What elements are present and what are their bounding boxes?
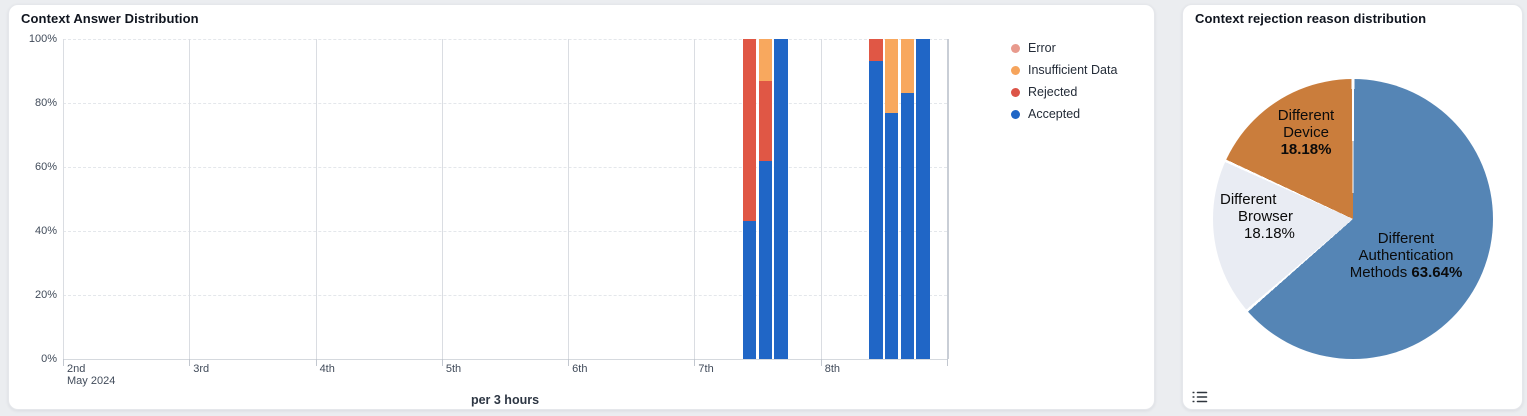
chart-legend: Error Insufficient Data Rejected Accepted [1011,41,1117,129]
pie-label-percent: 18.18% [1280,141,1332,158]
legend-item-accepted[interactable]: Accepted [1011,107,1117,121]
legend-item-error[interactable]: Error [1011,41,1117,55]
panel-context-rejection-reason: Context rejection reason distribution Di… [1182,4,1523,410]
grid-line-horizontal [63,295,947,296]
bar-segment-accepted[interactable] [742,221,757,359]
bar-segment-accepted[interactable] [774,39,788,359]
pie-label-different-auth: Different Authentication Methods 63.64% [1331,230,1481,281]
x-axis-tick [189,359,191,366]
x-axis-tick [441,359,443,366]
y-tick-label: 80% [34,97,57,109]
y-tick-label: 60% [34,161,57,173]
bar-segment-rejected[interactable] [742,39,757,222]
legend-item-insufficient-data[interactable]: Insufficient Data [1011,63,1117,77]
pie-label-text: Different [1377,230,1435,247]
x-axis-tick [820,359,822,366]
x-axis-tick [568,359,570,366]
legend-label: Accepted [1028,107,1081,121]
stacked-bar-plot-area [63,39,949,360]
pie-label-different-browser-percent: 18.18% [1244,225,1295,242]
stacked-bar[interactable] [758,39,773,359]
legend-label: Rejected [1028,85,1078,99]
legend-dot [1011,109,1020,119]
grid-line-vertical [441,39,443,359]
x-axis-tick [63,359,64,366]
pie-label-percent: 63.64% [1411,264,1463,281]
grid-line-horizontal [63,231,947,232]
x-tick-label: 3rd [193,363,210,375]
grid-line-horizontal [63,103,947,104]
bar-chart-title: Context Answer Distribution [21,11,199,26]
grid-line-vertical [189,39,191,359]
y-tick-label: 0% [41,353,57,365]
grid-line-vertical [315,39,317,359]
bar-segment-accepted[interactable] [900,93,915,359]
y-tick-label: 20% [34,289,57,301]
grid-line-horizontal [63,359,947,360]
stacked-bar[interactable] [884,39,899,359]
legend-item-rejected[interactable]: Rejected [1011,85,1117,99]
pie-chart[interactable] [1213,79,1493,359]
pie-chart-title: Context rejection reason distribution [1195,11,1427,26]
bar-segment-insufficient-data[interactable] [758,39,773,81]
y-tick-label: 40% [34,225,57,237]
bar-segment-accepted[interactable] [916,39,930,359]
panel-context-answer-distribution: Context Answer Distribution per 3 hours … [8,4,1155,410]
x-axis-month-label: May 2024 [67,375,116,387]
pie-label-text: Device [1283,124,1329,141]
bar-segment-accepted[interactable] [884,112,899,359]
x-tick-label: 4th [319,363,335,375]
grid-line-vertical [568,39,570,359]
grid-line-horizontal [63,39,947,40]
x-axis-title: per 3 hours [470,393,540,407]
legend-list-icon[interactable] [1191,389,1209,405]
bar-segment-accepted[interactable] [869,61,883,359]
bar-segment-rejected[interactable] [869,39,883,62]
pie-label-different-browser-line2: Browser [1238,208,1294,225]
x-axis-tick [315,359,317,366]
legend-label: Error [1028,41,1056,55]
grid-line-vertical [820,39,822,359]
x-axis-tick [694,359,696,366]
stacked-bar[interactable] [869,39,883,359]
bar-segment-accepted[interactable] [758,160,773,359]
legend-dot [1011,87,1020,97]
legend-label: Insufficient Data [1028,63,1118,77]
stacked-bar[interactable] [900,39,915,359]
pie-label-text: Methods [1349,264,1408,281]
x-tick-label: 6th [572,363,588,375]
bar-segment-insufficient-data[interactable] [900,39,915,94]
stacked-bar[interactable] [774,39,788,359]
x-tick-label: 2nd [67,363,86,375]
grid-line-vertical [947,39,949,359]
pie-label-different-browser-line1: Different [1220,191,1277,208]
x-tick-label: 5th [445,363,462,375]
y-tick-label: 100% [28,33,57,45]
list-icon [1192,391,1208,403]
stacked-bar[interactable] [916,39,930,359]
bar-segment-rejected[interactable] [758,80,773,161]
x-axis-tick [947,359,948,366]
x-tick-label: 7th [698,363,714,375]
legend-dot [1011,43,1020,53]
x-tick-label: 8th [824,363,840,375]
bar-segment-insufficient-data[interactable] [884,39,899,113]
grid-line-horizontal [63,167,947,168]
pie-label-text: Different [1277,107,1335,124]
legend-dot [1011,65,1020,75]
stacked-bar[interactable] [742,39,757,359]
grid-line-vertical [63,39,64,359]
grid-line-vertical [694,39,696,359]
pie-label-different-device: Different Device 18.18% [1251,107,1361,158]
pie-label-text: Authentication [1358,247,1454,264]
